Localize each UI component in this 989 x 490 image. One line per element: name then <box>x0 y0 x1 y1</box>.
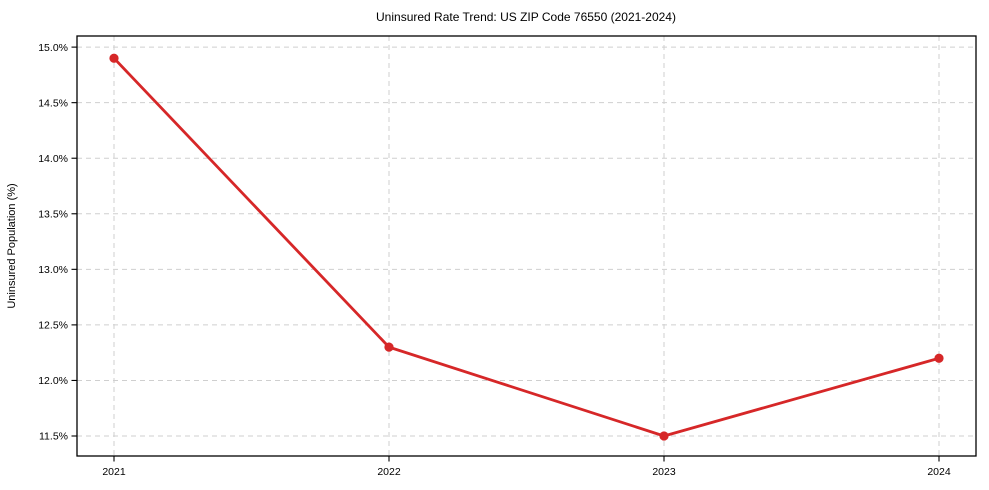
data-series <box>109 53 944 441</box>
y-axis-label: Uninsured Population (%) <box>6 183 18 308</box>
y-tick-label: 14.5% <box>38 97 68 109</box>
y-tick-label: 12.0% <box>38 375 68 387</box>
axis-tick-labels: 11.5% 12.0% 12.5% 13.0% 13.5% 14.0% 14.5% 15.0%… <box>38 42 951 478</box>
axis-ticks <box>71 46 940 462</box>
data-point-2021 <box>109 53 119 63</box>
y-tick-label: 11.5% <box>39 431 68 443</box>
y-tick-label: 13.5% <box>38 208 68 220</box>
x-tick-label: 2024 <box>927 466 951 478</box>
x-tick-label: 2023 <box>652 466 676 478</box>
data-point-2023 <box>659 431 669 441</box>
plot-frame <box>76 35 977 457</box>
y-tick-label: 14.0% <box>38 153 68 165</box>
plot-border <box>76 35 977 457</box>
gridlines <box>77 36 976 456</box>
data-point-2022 <box>384 342 394 352</box>
y-tick-label: 13.0% <box>38 264 68 276</box>
x-tick-label: 2022 <box>377 466 401 478</box>
chart-title: Uninsured Rate Trend: US ZIP Code 76550 … <box>376 10 676 24</box>
y-tick-label: 15.0% <box>38 42 68 54</box>
data-point-2024 <box>934 353 944 363</box>
y-tick-label: 12.5% <box>38 320 68 332</box>
x-tick-label: 2021 <box>102 466 126 478</box>
trend-line <box>112 56 941 438</box>
